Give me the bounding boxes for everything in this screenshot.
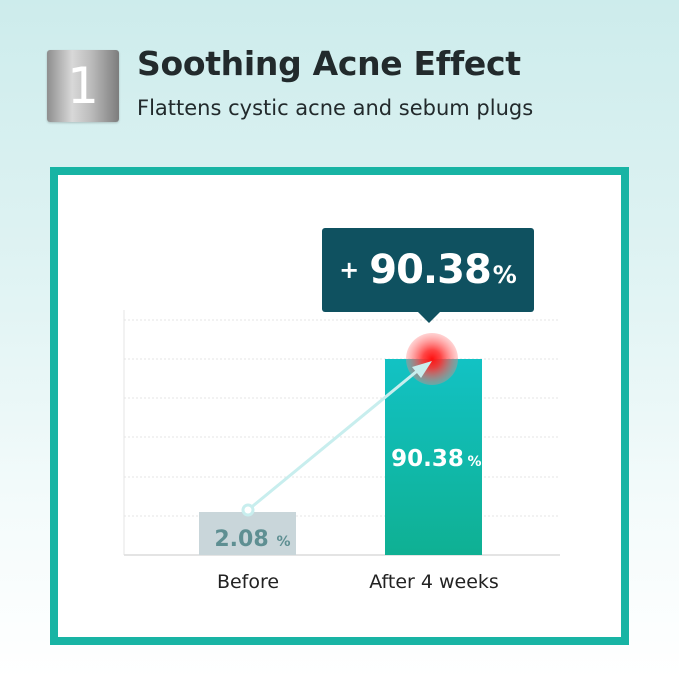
callout-unit: % [492,261,517,289]
highlight-target-icon [406,333,458,385]
bar-before [199,512,296,555]
start-point-marker [241,503,255,517]
callout-value: 90.38 [369,247,492,293]
page-subtitle: Flattens cystic acne and sebum plugs [137,96,534,120]
increase-callout: + 90.38 % [322,228,534,323]
step-number-badge: 1 [47,50,119,122]
page-title: Soothing Acne Effect [137,44,521,83]
bar-after [385,359,482,555]
data-label-unit: % [276,534,290,550]
trend-arrow-line [247,365,423,512]
arrow-head-icon [412,361,432,378]
x-tick-label-after: After 4 weeks [369,571,499,593]
data-label: 90.38 [391,446,464,472]
callout-sign: + [339,256,360,284]
x-tick-label-before: Before [216,571,280,593]
data-label-unit: % [467,454,481,470]
data-label: 2.08 [214,527,268,552]
